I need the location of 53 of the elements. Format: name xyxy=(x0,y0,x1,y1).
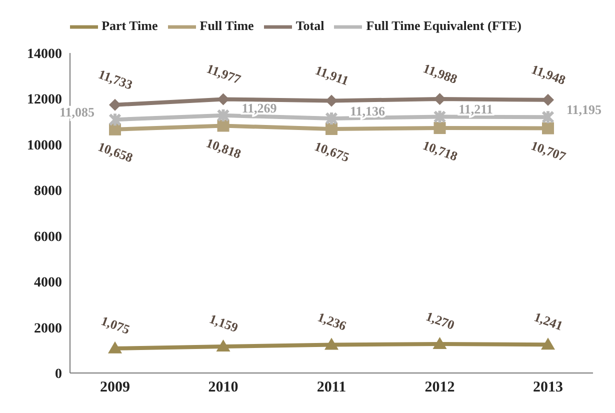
data-label: 11,733 xyxy=(96,66,136,93)
point xyxy=(108,341,122,354)
data-label: 11,136 xyxy=(350,103,386,118)
data-label: 10,718 xyxy=(420,137,460,164)
data-label: 11,269 xyxy=(242,100,278,116)
x-tick-label: 2011 xyxy=(316,380,346,396)
data-label: 11,211 xyxy=(458,102,493,117)
point xyxy=(326,94,338,107)
legend-label: Full Time xyxy=(200,18,254,33)
data-label: 10,675 xyxy=(312,138,352,165)
data-label: 11,948 xyxy=(529,61,568,88)
x-tick-label: 2010 xyxy=(208,380,238,396)
point xyxy=(217,120,230,132)
data-label: 11,977 xyxy=(204,60,244,88)
y-tick-label: 10000 xyxy=(27,138,62,154)
x-tick-label: 2009 xyxy=(100,380,130,396)
point xyxy=(542,122,554,134)
y-tick-label: 6000 xyxy=(34,230,62,245)
legend-label: Total xyxy=(296,18,324,33)
data-label: 10,818 xyxy=(204,135,244,162)
x-tick-label: 2012 xyxy=(424,380,455,396)
data-label: 11,988 xyxy=(421,60,460,87)
point xyxy=(434,122,446,134)
point xyxy=(433,109,446,124)
data-label: 10,658 xyxy=(96,138,136,166)
legend-label: Full Time Equivalent (FTE) xyxy=(366,18,522,33)
point xyxy=(542,94,554,106)
point xyxy=(109,98,121,111)
y-tick-label: 0 xyxy=(55,366,62,382)
point xyxy=(216,108,230,123)
x-tick-label: 2013 xyxy=(533,380,563,396)
data-label: 1,241 xyxy=(532,309,565,334)
y-tick-label: 4000 xyxy=(34,276,62,291)
data-label: 1,159 xyxy=(207,311,241,336)
point xyxy=(432,336,447,349)
point xyxy=(326,123,338,135)
point xyxy=(542,110,554,125)
data-label: 11,911 xyxy=(313,62,351,88)
point xyxy=(216,340,230,352)
point xyxy=(325,110,338,126)
y-tick-label: 8000 xyxy=(34,184,62,200)
data-label: 1,236 xyxy=(316,309,349,334)
data-label: 1,075 xyxy=(99,312,132,338)
data-label: 1,270 xyxy=(424,308,457,333)
y-tick-label: 14000 xyxy=(27,46,62,62)
data-label: 10,707 xyxy=(529,138,568,164)
point xyxy=(108,112,122,128)
point xyxy=(541,338,555,350)
y-tick-label: 12000 xyxy=(27,92,62,108)
point xyxy=(324,338,338,350)
data-label: 11,195 xyxy=(566,102,602,118)
legend-label: Part Time xyxy=(102,18,158,33)
y-tick-label: 2000 xyxy=(34,321,62,336)
